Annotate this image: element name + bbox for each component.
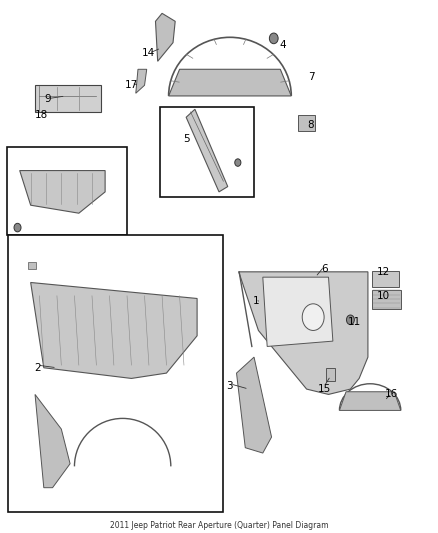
Text: 2: 2: [34, 363, 41, 373]
Polygon shape: [237, 357, 272, 453]
Polygon shape: [326, 368, 335, 381]
Polygon shape: [155, 13, 175, 61]
Text: 5: 5: [183, 134, 190, 143]
Text: 3: 3: [226, 382, 233, 391]
Polygon shape: [339, 392, 401, 410]
Polygon shape: [35, 394, 70, 488]
Polygon shape: [31, 282, 197, 378]
Circle shape: [14, 223, 21, 232]
Polygon shape: [298, 115, 315, 131]
Polygon shape: [263, 277, 333, 346]
Bar: [7, 147, 127, 235]
Text: 4: 4: [279, 41, 286, 50]
Text: 15: 15: [318, 384, 331, 394]
Bar: [8, 235, 223, 512]
Text: 17: 17: [125, 80, 138, 90]
Text: 1: 1: [253, 296, 260, 306]
Bar: [372, 271, 399, 287]
Text: 14: 14: [142, 49, 155, 58]
Polygon shape: [35, 85, 101, 112]
Bar: [28, 262, 36, 269]
Text: 18: 18: [35, 110, 48, 119]
Text: 16: 16: [385, 390, 398, 399]
Circle shape: [346, 315, 354, 325]
Text: 2011 Jeep Patriot Rear Aperture (Quarter) Panel Diagram: 2011 Jeep Patriot Rear Aperture (Quarter…: [110, 521, 328, 530]
Text: 9: 9: [44, 94, 51, 103]
Bar: [372, 290, 401, 309]
Polygon shape: [20, 171, 105, 213]
Text: 10: 10: [377, 291, 390, 301]
Polygon shape: [186, 109, 228, 192]
Bar: [160, 107, 254, 197]
Text: 7: 7: [307, 72, 314, 82]
Circle shape: [302, 304, 324, 330]
Text: 12: 12: [377, 267, 390, 277]
Circle shape: [269, 33, 278, 44]
Polygon shape: [169, 69, 291, 96]
Text: 6: 6: [321, 264, 328, 274]
Circle shape: [235, 159, 241, 166]
Text: 11: 11: [348, 318, 361, 327]
Polygon shape: [239, 272, 368, 394]
Polygon shape: [136, 69, 147, 93]
Text: 8: 8: [307, 120, 314, 130]
